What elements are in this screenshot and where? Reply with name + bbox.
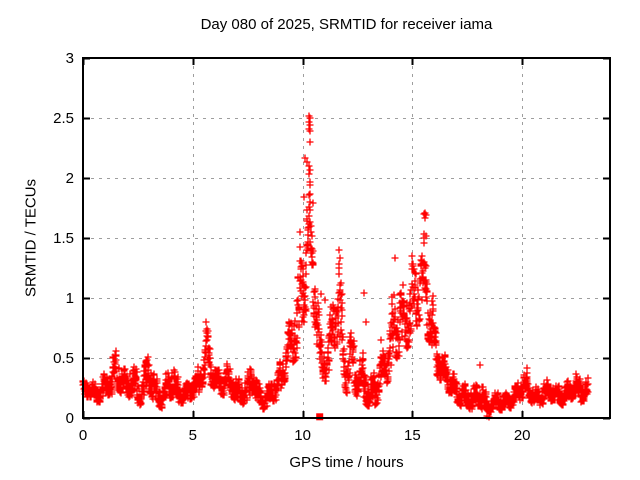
axis-ticks [82,57,610,420]
y-tick-label: 0 [65,410,74,427]
y-tick-label: 1 [65,290,74,307]
y-tick-label: 2 [65,170,74,187]
x-tick-label: 0 [78,427,88,444]
y-tick-label: 3 [65,50,74,67]
grid-lines [83,58,610,418]
x-tick-label: 10 [294,427,311,444]
y-tick-label: 0.5 [53,350,74,367]
chart-title: Day 080 of 2025, SRMTID for receiver iam… [200,16,493,33]
x-tick-label: 15 [404,427,421,444]
data-points [79,112,592,421]
x-tick-label: 5 [188,427,197,444]
y-tick-label: 2.5 [53,110,74,127]
y-tick-label: 1.5 [53,230,74,247]
plot-border [82,57,611,419]
x-axis-label: GPS time / hours [289,454,404,471]
gap-marker-square [316,413,324,421]
x-tick-label: 20 [513,427,531,444]
